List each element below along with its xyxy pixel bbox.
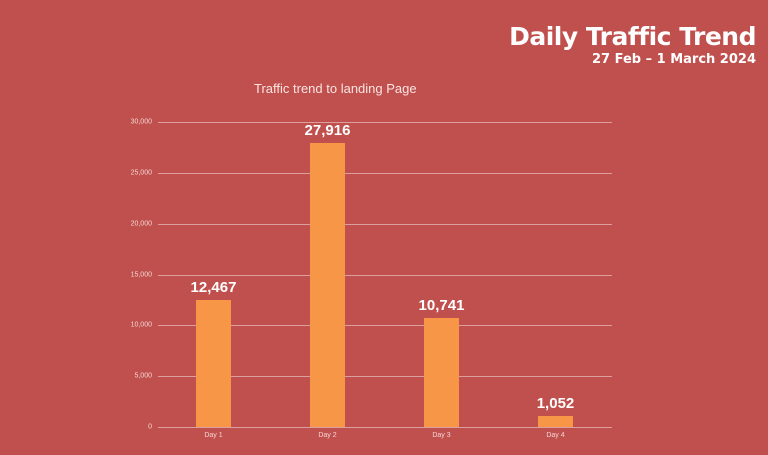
y-tick-label: 0 bbox=[148, 423, 152, 431]
gridline bbox=[158, 376, 612, 378]
x-axis-line bbox=[158, 427, 612, 428]
x-tick-label: Day 4 bbox=[546, 432, 565, 439]
plot-area bbox=[158, 122, 612, 428]
gridline bbox=[158, 172, 612, 174]
y-tick-label: 15,000 bbox=[130, 271, 152, 278]
y-tick-label: 10,000 bbox=[130, 321, 152, 329]
bar-value-label: 10,741 bbox=[418, 296, 465, 314]
bar-value-label: 1,052 bbox=[536, 395, 575, 413]
gridline bbox=[158, 122, 612, 123]
x-tick-label: Day 1 bbox=[204, 432, 223, 439]
bar-value-label: 12,467 bbox=[190, 279, 237, 297]
bar-day-1 bbox=[196, 300, 231, 427]
bar-day-4 bbox=[538, 416, 573, 427]
bar-day-2 bbox=[310, 143, 345, 427]
gridline bbox=[158, 325, 612, 327]
x-tick-label: Day 2 bbox=[318, 432, 337, 439]
gridline bbox=[158, 223, 612, 225]
bar-value-label: 27,916 bbox=[304, 122, 351, 140]
date-range-subtitle: 27 Feb – 1 March 2024 bbox=[591, 52, 756, 67]
y-tick-label: 20,000 bbox=[130, 220, 152, 228]
main-title: Daily Traffic Trend bbox=[509, 22, 756, 51]
y-tick-label: 30,000 bbox=[130, 118, 152, 126]
chart-title: Traffic trend to landing Page bbox=[254, 81, 417, 96]
y-tick-label: 25,000 bbox=[130, 169, 152, 177]
gridline bbox=[158, 274, 612, 276]
y-tick-label: 5,000 bbox=[134, 372, 152, 380]
x-tick-label: Day 3 bbox=[432, 432, 451, 439]
bar-day-3 bbox=[424, 317, 459, 427]
